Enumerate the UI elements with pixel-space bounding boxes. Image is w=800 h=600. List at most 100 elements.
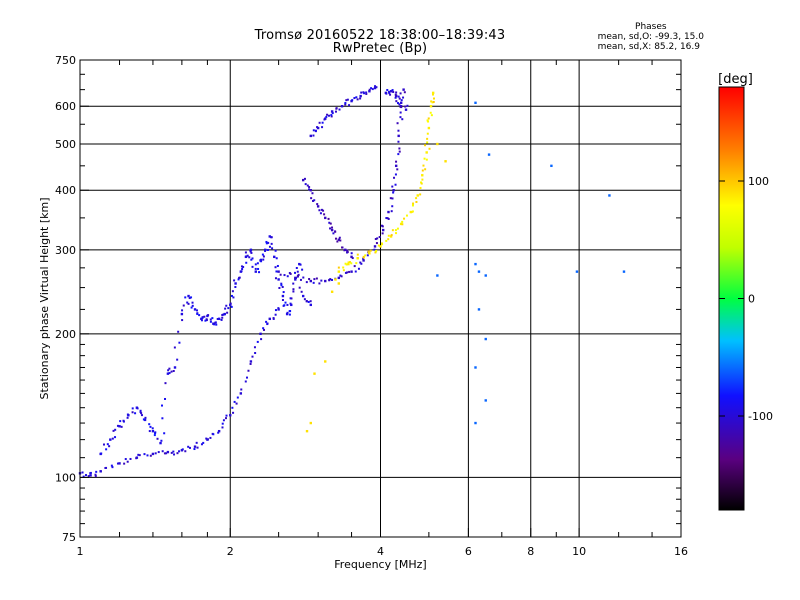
echo-point	[353, 97, 356, 100]
echo-point	[399, 222, 403, 226]
echo-point	[337, 266, 340, 269]
echo-point	[279, 273, 282, 276]
echo-point	[303, 177, 306, 180]
echo-point	[167, 369, 170, 372]
echo-point	[374, 250, 377, 253]
echo-point	[348, 104, 351, 107]
echo-point	[474, 421, 477, 425]
echo-point	[315, 277, 318, 280]
echo-point	[184, 450, 187, 453]
echo-point	[105, 448, 108, 451]
echo-point	[249, 248, 253, 252]
echo-point	[246, 254, 249, 257]
echo-point	[266, 323, 269, 326]
echo-point	[313, 278, 316, 281]
echo-point	[342, 269, 345, 272]
echo-point	[404, 108, 408, 111]
echo-point	[200, 319, 203, 322]
echo-point	[396, 122, 399, 125]
echo-point	[305, 429, 309, 433]
echo-point	[381, 228, 385, 232]
echo-point	[376, 237, 379, 240]
echo-point	[270, 236, 273, 239]
echo-point	[399, 92, 402, 95]
echo-point	[330, 110, 334, 113]
x-tick-label: 6	[465, 545, 472, 558]
echo-point	[254, 270, 257, 273]
echo-point	[178, 450, 181, 453]
echo-point	[254, 263, 257, 266]
colorbar-tick-label: 100	[748, 175, 769, 188]
echo-point	[109, 438, 112, 441]
echo-point	[100, 452, 103, 455]
echo-point	[161, 404, 164, 407]
echo-point	[320, 279, 323, 282]
echo-point	[312, 199, 315, 202]
echo-point	[334, 230, 337, 233]
echo-point	[229, 414, 232, 417]
echo-point	[360, 262, 363, 265]
echo-point	[85, 474, 88, 477]
echo-point	[262, 255, 265, 258]
echo-point	[126, 460, 129, 463]
echo-point	[386, 217, 389, 220]
echo-point	[411, 204, 414, 207]
echo-point	[170, 451, 173, 454]
echo-point	[142, 418, 145, 421]
echo-point	[273, 255, 276, 259]
echo-point	[322, 209, 325, 212]
echo-point	[148, 430, 151, 433]
echo-point	[331, 226, 334, 229]
echo-point	[285, 312, 289, 316]
echo-point	[389, 235, 393, 238]
echo-point	[338, 236, 341, 239]
echo-point	[345, 99, 348, 102]
echo-point	[430, 100, 433, 103]
echo-point	[425, 158, 428, 161]
echo-point	[397, 102, 400, 105]
echo-point	[330, 115, 333, 118]
echo-point	[134, 412, 137, 415]
echo-point	[229, 302, 232, 305]
echo-point	[329, 222, 332, 225]
echo-point	[182, 304, 185, 307]
echo-point	[474, 366, 477, 369]
echo-point	[351, 99, 354, 102]
echo-point	[318, 209, 321, 212]
colorbar-tick-label: -100	[748, 410, 773, 423]
echo-point	[240, 265, 243, 268]
echo-point	[427, 117, 430, 120]
echo-point	[387, 238, 390, 241]
echo-point	[235, 402, 238, 405]
echo-point	[165, 452, 168, 455]
echo-point	[196, 446, 199, 449]
echo-point	[303, 298, 306, 301]
echo-point	[360, 91, 363, 94]
echo-point	[390, 234, 393, 237]
echo-point	[166, 372, 170, 375]
echo-point	[221, 422, 224, 425]
echo-point	[264, 248, 267, 252]
echo-point	[213, 323, 216, 326]
echo-point	[188, 446, 191, 449]
echo-point	[289, 302, 292, 305]
echo-point	[302, 276, 305, 279]
echo-point	[340, 275, 343, 278]
echo-point	[405, 214, 408, 217]
echo-point	[368, 252, 371, 255]
echo-point	[268, 235, 271, 238]
echo-point	[110, 464, 113, 467]
echo-point	[389, 90, 393, 93]
echo-point	[95, 470, 98, 473]
echo-point	[391, 197, 394, 200]
echo-point	[389, 197, 392, 200]
x-tick-label: 2	[227, 545, 234, 558]
echo-point	[149, 454, 152, 457]
x-axis-label: Frequency [MHz]	[334, 558, 426, 571]
echo-point	[116, 424, 119, 427]
echo-point	[188, 297, 191, 300]
echo-point	[330, 114, 333, 117]
echo-point	[292, 282, 295, 285]
chart-subtitle: RwPretec (Bp)	[332, 41, 428, 56]
echo-point	[331, 112, 334, 115]
